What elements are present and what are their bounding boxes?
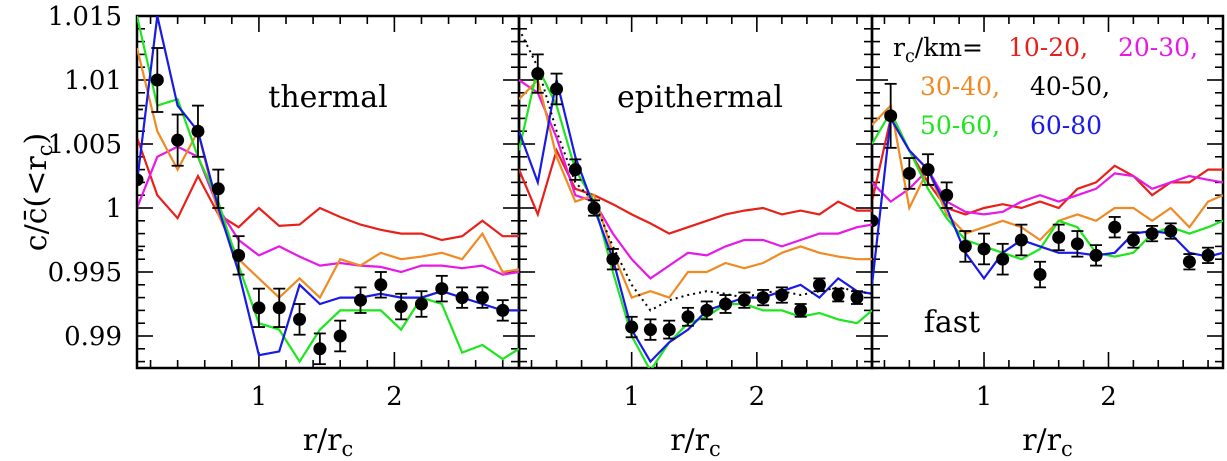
data-point xyxy=(812,278,826,292)
data-point xyxy=(333,329,347,343)
legend: rc/km= 10-20, 20-30, 30-40, 40-50, 50-60, 60-8… xyxy=(893,33,1198,140)
data-point xyxy=(394,300,408,314)
legend-entry: 60-80 xyxy=(1030,111,1102,140)
data-point xyxy=(1014,233,1028,247)
legend-entry: 40-50, xyxy=(1030,72,1110,101)
data-point xyxy=(475,291,489,305)
data-point xyxy=(958,239,972,253)
data-point xyxy=(435,282,449,296)
data-point xyxy=(1108,220,1122,234)
series-line-epithermal-0 xyxy=(519,147,872,235)
data-point xyxy=(921,163,935,177)
panel-label-epithermal: epithermal xyxy=(617,80,783,115)
y-tick-label: 0.99 xyxy=(64,322,122,352)
data-point xyxy=(1145,227,1159,241)
data-point xyxy=(171,133,185,147)
data-point xyxy=(606,252,620,266)
data-point xyxy=(1182,255,1196,269)
panel-frame-fast xyxy=(870,14,1225,370)
x-axis-title: r/rc xyxy=(670,423,721,461)
legend-entry: 10-20, xyxy=(1008,33,1088,62)
data-point xyxy=(756,291,770,305)
data-point xyxy=(550,82,564,96)
points-layer xyxy=(137,47,1215,366)
series-line-epithermal-4 xyxy=(519,79,872,364)
data-point xyxy=(902,166,916,180)
data-point xyxy=(719,297,733,311)
data-point xyxy=(662,323,676,337)
y-tick-label: 1.01 xyxy=(64,66,122,96)
data-point xyxy=(794,303,808,317)
data-point xyxy=(414,297,428,311)
data-point xyxy=(681,310,695,324)
data-point xyxy=(531,67,545,81)
data-point xyxy=(737,293,751,307)
data-point xyxy=(872,214,879,228)
panel-label-thermal: thermal xyxy=(268,80,387,115)
data-point xyxy=(150,73,164,87)
data-point xyxy=(232,248,246,262)
x-tick-label: 2 xyxy=(749,382,766,412)
data-point xyxy=(568,163,582,177)
data-point xyxy=(1089,248,1103,262)
panel-frame-thermal xyxy=(135,14,521,370)
data-point xyxy=(1201,248,1215,262)
series-line-epithermal-2 xyxy=(519,77,872,299)
x-axis-title: r/rc xyxy=(303,423,354,461)
series-line-epithermal-5 xyxy=(519,28,872,312)
series-line-epithermal-1 xyxy=(519,79,872,280)
data-point xyxy=(977,242,991,256)
data-point xyxy=(1164,224,1178,238)
y-tick-label: 0.995 xyxy=(48,258,122,288)
panel-label-fast: fast xyxy=(924,305,980,340)
data-point xyxy=(643,323,657,337)
legend-entry: 50-60, xyxy=(920,111,1000,140)
data-point xyxy=(625,320,639,334)
data-point xyxy=(884,109,898,123)
data-point xyxy=(252,301,266,315)
data-point xyxy=(496,303,510,317)
labels-layer: 1 2 r/rc 1 2 r/rc 1 2 r/rc thermal epithermal fast 0… xyxy=(19,2,1198,461)
data-point xyxy=(700,303,714,317)
legend-prefix: rc/km= xyxy=(893,33,983,67)
series-line-thermal-0 xyxy=(137,137,519,242)
data-point xyxy=(1052,230,1066,244)
data-point xyxy=(137,173,144,187)
data-point xyxy=(374,278,388,292)
data-point xyxy=(455,291,469,305)
data-point xyxy=(850,291,864,305)
legend-entry: 20-30, xyxy=(1118,33,1198,62)
data-point xyxy=(272,301,286,315)
data-point xyxy=(831,288,845,302)
data-point xyxy=(1033,268,1047,282)
data-point xyxy=(293,312,307,326)
data-point xyxy=(211,182,225,196)
y-tick-label: 1.005 xyxy=(48,130,122,160)
y-tick-label: 1 xyxy=(105,194,122,224)
data-point xyxy=(1070,237,1084,251)
data-point xyxy=(354,293,368,307)
data-point xyxy=(313,342,327,356)
x-tick-label: 1 xyxy=(251,382,268,412)
data-point xyxy=(940,188,954,202)
x-axis-title: r/rc xyxy=(1022,423,1073,461)
legend-entry: 30-40, xyxy=(920,72,1000,101)
x-tick-label: 1 xyxy=(976,382,993,412)
x-tick-label: 2 xyxy=(1100,382,1117,412)
x-tick-label: 2 xyxy=(386,382,403,412)
x-tick-label: 1 xyxy=(623,382,640,412)
data-point xyxy=(191,124,205,138)
y-axis-title: c/c̄(<rc) xyxy=(19,133,57,251)
series-line-thermal-3 xyxy=(137,16,519,364)
y-tick-label: 1.015 xyxy=(48,2,122,32)
data-point xyxy=(587,201,601,215)
data-point xyxy=(1126,233,1140,247)
series-line-fast-4 xyxy=(872,114,1223,285)
data-point xyxy=(775,288,789,302)
data-point xyxy=(996,252,1010,266)
